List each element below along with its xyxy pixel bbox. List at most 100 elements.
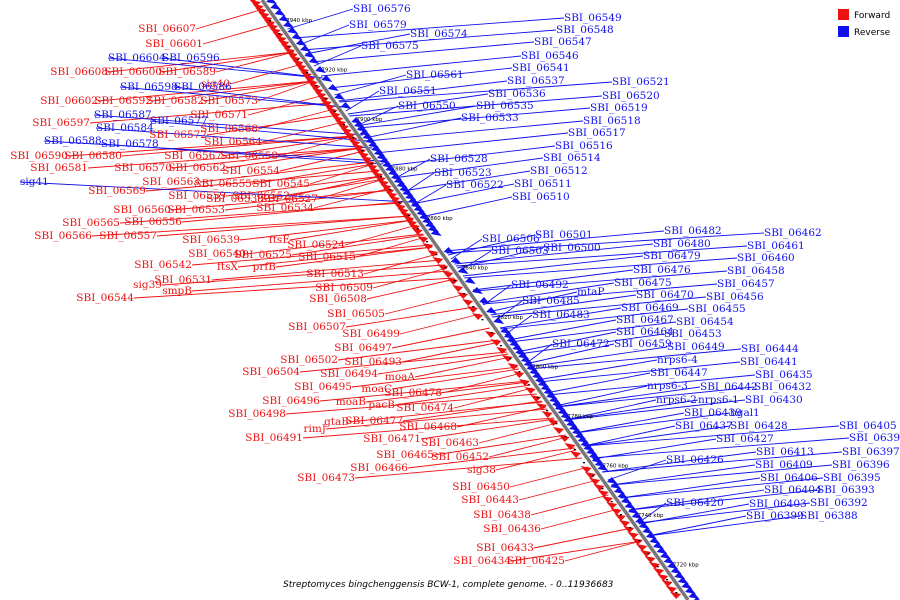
forward-gene-arrow [547,419,559,426]
label-connector [171,147,363,169]
reverse-gene-arrow [278,15,290,22]
label-connector [277,135,354,157]
reverse-gene-label: SBI_06517 [568,127,626,139]
label-connector [564,540,642,562]
reverse-gene-label: SBI_06501 [535,229,593,241]
reverse-gene-label: SBI_06533 [461,112,519,124]
reverse-gene-label: SBI_06480 [653,238,711,250]
forward-gene-label: SBI_06570 [114,162,172,174]
label-connector [95,127,373,149]
reverse-gene-label: SBI_06536 [488,88,546,100]
forward-gene-arrow [432,257,444,264]
forward-gene-label: SBI_06477 [345,415,403,427]
label-connector [347,93,489,115]
scale-dot [555,423,558,425]
label-connector [393,158,431,180]
forward-gene-label: SBI_06590 [10,150,68,162]
scale-dot [435,254,438,256]
forward-gene-arrow [462,299,474,306]
reverse-gene-label: SBI_06456 [706,291,764,303]
forward-gene-arrow [315,92,327,99]
reverse-gene-arrow [670,567,682,574]
reverse-gene-arrow [457,267,469,274]
scale-dot [592,475,595,477]
label-connector [305,33,411,55]
label-connector [195,8,264,30]
label-connector [555,386,701,408]
label-connector [538,361,741,383]
label-connector [310,41,535,63]
forward-gene-label: SBI_06465 [376,449,434,461]
reverse-gene-label: SBI_06574 [410,28,468,40]
label-connector [462,255,644,277]
forward-gene-arrow [403,216,415,223]
label-connector [354,457,583,479]
forward-gene-arrow [369,168,381,175]
reverse-gene-label: SBI_06469 [621,302,679,314]
reverse-gene-label: SBI_06483 [532,309,590,321]
reverse-gene-arrow [660,552,672,559]
scale-dot [629,527,632,529]
forward-gene-arrow [570,451,582,458]
label-connector [349,95,603,117]
reverse-gene-label: SBI_06432 [754,381,812,393]
forward-gene-label: SBI_06607 [138,23,196,35]
forward-gene-label: SBI_06562 [168,162,226,174]
reverse-gene-label: SBI_06453 [664,328,722,340]
forward-gene-label: moaA [385,371,416,383]
label-connector [574,412,685,434]
reverse-gene-label: bgal1 [730,407,760,419]
scale-dot [472,306,475,308]
forward-gene-label: SBI_06608 [50,66,108,78]
label-connector [320,55,522,77]
reverse-gene-label: SBI_06464 [616,326,674,338]
scale-dot [416,228,419,230]
reverse-gene-label: SBI_06413 [756,446,814,458]
forward-gene-arrow [427,250,439,257]
forward-gene-arrow [400,212,412,219]
label-connector [494,300,523,322]
forward-gene-label: SBI_06539 [182,234,240,246]
forward-gene-arrow [411,228,423,235]
scale-dot [499,345,502,347]
forward-gene-arrow [665,586,677,593]
reverse-gene-arrow [621,497,632,504]
label-connector [629,489,765,511]
forward-gene-arrow [490,339,502,346]
genome-caption: Streptomyces bingchenggensis BCW-1, comp… [283,580,614,590]
gene-features [249,0,700,600]
label-connector [199,161,373,183]
label-connector [555,386,755,408]
forward-gene-label: SBI_06491 [245,432,303,444]
forward-gene-arrow [484,331,496,338]
label-connector [247,94,325,116]
reverse-gene-arrow [635,517,647,524]
reverse-gene-label: SBI_06426 [666,454,724,466]
scale-dot [361,150,364,152]
forward-gene-arrow [507,363,519,370]
forward-gene-label: SBI_06564 [204,136,262,148]
reverse-gene-label: SBI_06393 [817,484,875,496]
label-connector [225,175,383,197]
forward-gene-label: ftsX [217,261,238,273]
forward-gene-label: SBI_06452 [431,451,489,463]
reverse-gene-arrow [300,45,312,52]
reverse-gene-label: SBI_06492 [511,279,569,291]
forward-gene-label: SBI_06559 [168,190,226,202]
forward-gene-label: SBI_06496 [262,395,320,407]
label-connector [161,264,446,286]
label-connector [291,234,424,256]
scale-dot [546,410,549,412]
label-connector [472,269,634,291]
label-connector [490,294,637,316]
reverse-gene-arrow [688,592,700,599]
reverse-gene-arrow [334,93,346,100]
label-connector [239,219,414,241]
reverse-gene-label: SBI_06435 [755,369,813,381]
scale-dot [287,46,290,48]
label-connector [43,140,382,162]
reverse-gene-arrow [340,102,352,109]
forward-gene-label: pacB [368,399,395,411]
reverse-gene-label: SBI_06500 [543,242,601,254]
forward-gene-label: SBI_06468 [399,421,457,433]
